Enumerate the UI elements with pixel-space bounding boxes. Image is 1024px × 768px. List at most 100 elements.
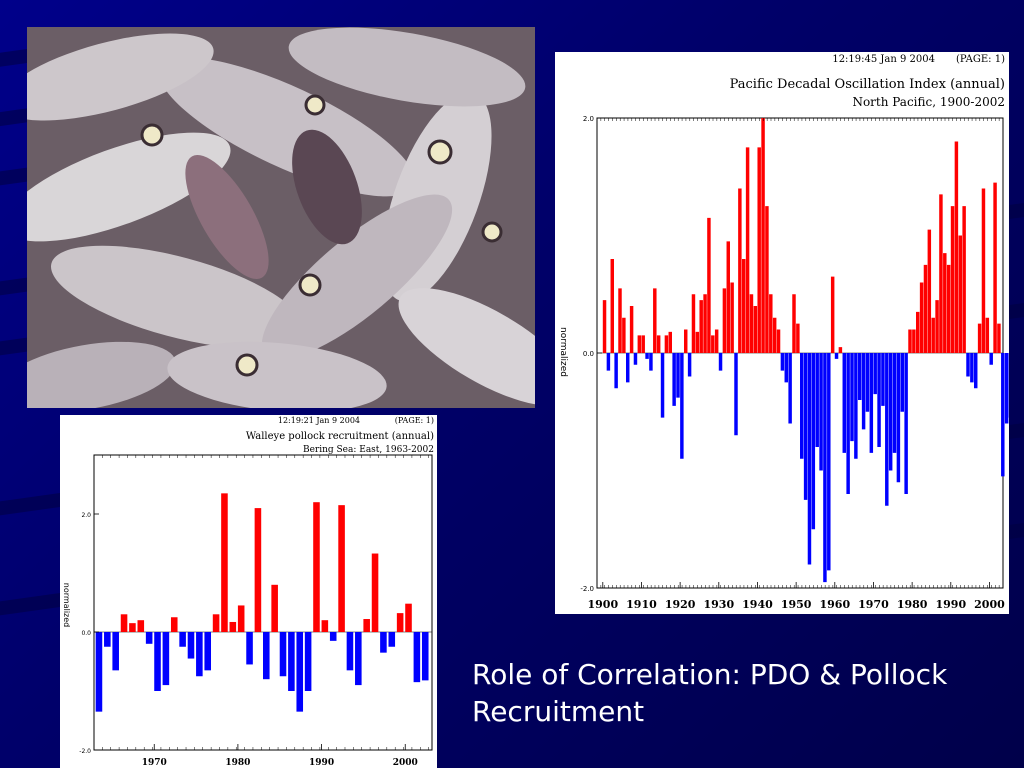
bar bbox=[396, 613, 404, 632]
bar bbox=[792, 294, 796, 353]
y-tick-label: -2.0 bbox=[580, 585, 594, 593]
bar bbox=[916, 311, 920, 353]
bar bbox=[120, 614, 128, 632]
bar bbox=[958, 235, 962, 353]
x-tick-label: 2000 bbox=[974, 598, 1005, 611]
slide-caption: Role of Correlation: PDO & Pollock Recru… bbox=[472, 658, 948, 728]
bar bbox=[321, 620, 329, 632]
bar bbox=[346, 632, 354, 671]
bar bbox=[221, 493, 228, 632]
x-tick-label: 1930 bbox=[703, 598, 734, 611]
bar bbox=[900, 353, 904, 412]
bar bbox=[904, 353, 908, 494]
bar bbox=[745, 147, 750, 353]
bar bbox=[363, 619, 370, 632]
pdo-chart-subtitle: North Pacific, 1900-2002 bbox=[852, 95, 1005, 109]
bar bbox=[742, 259, 746, 353]
bar bbox=[854, 353, 858, 459]
bar bbox=[405, 603, 412, 632]
bar bbox=[254, 508, 262, 632]
bar bbox=[888, 353, 893, 471]
x-tick-label: 1920 bbox=[665, 598, 696, 611]
bar bbox=[838, 347, 843, 353]
bar bbox=[861, 353, 866, 430]
bar bbox=[730, 282, 734, 353]
bar bbox=[908, 329, 912, 353]
pdo-page-label: (PAGE: 1) bbox=[956, 54, 1005, 65]
x-tick-label: 1970 bbox=[858, 598, 889, 611]
bar bbox=[104, 632, 111, 647]
bar bbox=[784, 353, 788, 383]
bar bbox=[653, 288, 657, 353]
bar bbox=[699, 300, 703, 353]
bar bbox=[263, 632, 270, 680]
bar bbox=[162, 632, 170, 686]
bar bbox=[858, 353, 862, 400]
pollock-y-axis-label: normalized bbox=[62, 583, 71, 627]
bar bbox=[800, 353, 804, 459]
plot-frame bbox=[93, 454, 433, 751]
bar bbox=[865, 353, 870, 412]
bar bbox=[637, 335, 642, 353]
pdo-chart-panel: 12:19:45 Jan 9 2004 (PAGE: 1) Pacific De… bbox=[555, 52, 1009, 614]
x-tick-label: 1900 bbox=[587, 598, 618, 611]
bar bbox=[896, 353, 901, 483]
bar bbox=[622, 317, 626, 353]
bar bbox=[95, 632, 103, 712]
pdo-bar-chart: 12:19:45 Jan 9 2004 (PAGE: 1) Pacific De… bbox=[558, 54, 1009, 611]
bar bbox=[687, 353, 692, 377]
bar bbox=[819, 353, 823, 471]
pdo-chart-title: Pacific Decadal Oscillation Index (annua… bbox=[730, 77, 1005, 92]
x-tick-label: 1960 bbox=[819, 598, 850, 611]
bar bbox=[179, 632, 186, 647]
bar bbox=[811, 353, 816, 530]
bar bbox=[684, 329, 688, 353]
bar bbox=[664, 335, 669, 353]
bar bbox=[769, 294, 773, 353]
bar bbox=[707, 217, 711, 353]
bar bbox=[212, 614, 220, 632]
bar bbox=[204, 632, 212, 671]
bar bbox=[355, 632, 362, 686]
bar bbox=[927, 229, 932, 353]
bar bbox=[112, 632, 119, 671]
bar bbox=[919, 282, 924, 353]
bar bbox=[711, 335, 715, 353]
bar bbox=[695, 331, 700, 353]
bar bbox=[830, 276, 835, 353]
bar bbox=[329, 632, 337, 641]
bar bbox=[885, 353, 889, 506]
bar bbox=[803, 353, 808, 500]
bar bbox=[137, 620, 145, 632]
bar bbox=[850, 353, 854, 442]
bar bbox=[935, 300, 939, 353]
fish-pile-illustration bbox=[27, 27, 535, 408]
background-stripe bbox=[0, 592, 60, 622]
pollock-chart-title: Walleye pollock recruitment (annual) bbox=[246, 431, 434, 442]
bar bbox=[421, 632, 429, 681]
bar bbox=[834, 353, 839, 359]
bar bbox=[279, 632, 287, 677]
y-tick-label: 2.0 bbox=[583, 115, 594, 123]
bar bbox=[714, 329, 719, 353]
bar bbox=[313, 502, 320, 632]
bar bbox=[246, 632, 253, 665]
bar bbox=[691, 294, 696, 353]
bar bbox=[943, 253, 947, 353]
bar bbox=[989, 353, 993, 365]
pollock-plot-area: 2.0 0.0 -2.0 1970 1980 1990 2000 bbox=[79, 454, 433, 768]
bar bbox=[618, 288, 622, 353]
bar bbox=[296, 632, 304, 712]
pollock-page-label: (PAGE: 1) bbox=[395, 416, 434, 425]
bar bbox=[1001, 353, 1005, 477]
bar bbox=[966, 353, 970, 377]
bar bbox=[772, 317, 777, 353]
bar bbox=[660, 353, 665, 418]
bar bbox=[170, 617, 178, 632]
bar bbox=[761, 118, 765, 353]
bar bbox=[154, 632, 161, 691]
bar bbox=[950, 206, 955, 353]
x-tick-label: 1910 bbox=[626, 598, 657, 611]
bar bbox=[1004, 353, 1009, 424]
pdo-plot-area: 2.0 0.0 -2.0 1900 1910 1920 1930 1940 1950 1960 19… bbox=[580, 115, 1009, 611]
